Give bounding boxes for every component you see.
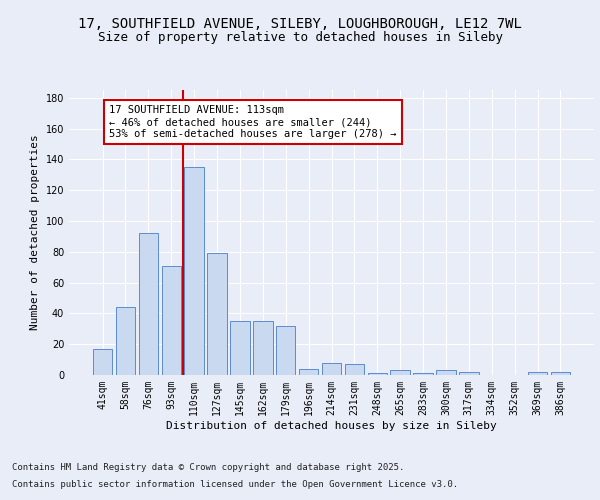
Bar [551, 372, 570, 375]
Bar [139, 234, 158, 375]
Bar [391, 370, 410, 375]
Bar [459, 372, 479, 375]
Bar [253, 321, 272, 375]
Bar [230, 321, 250, 375]
Text: Size of property relative to detached houses in Sileby: Size of property relative to detached ho… [97, 31, 503, 44]
Bar [528, 372, 547, 375]
Text: 17, SOUTHFIELD AVENUE, SILEBY, LOUGHBOROUGH, LE12 7WL: 17, SOUTHFIELD AVENUE, SILEBY, LOUGHBORO… [78, 18, 522, 32]
Bar [322, 362, 341, 375]
Bar [276, 326, 295, 375]
X-axis label: Distribution of detached houses by size in Sileby: Distribution of detached houses by size … [166, 420, 497, 430]
Y-axis label: Number of detached properties: Number of detached properties [30, 134, 40, 330]
Bar [344, 364, 364, 375]
Bar [413, 374, 433, 375]
Bar [299, 369, 319, 375]
Bar [368, 374, 387, 375]
Text: Contains HM Land Registry data © Crown copyright and database right 2025.: Contains HM Land Registry data © Crown c… [12, 464, 404, 472]
Text: 17 SOUTHFIELD AVENUE: 113sqm
← 46% of detached houses are smaller (244)
53% of s: 17 SOUTHFIELD AVENUE: 113sqm ← 46% of de… [109, 106, 397, 138]
Bar [161, 266, 181, 375]
Bar [208, 254, 227, 375]
Bar [184, 167, 204, 375]
Bar [116, 307, 135, 375]
Bar [436, 370, 455, 375]
Text: Contains public sector information licensed under the Open Government Licence v3: Contains public sector information licen… [12, 480, 458, 489]
Bar [93, 349, 112, 375]
